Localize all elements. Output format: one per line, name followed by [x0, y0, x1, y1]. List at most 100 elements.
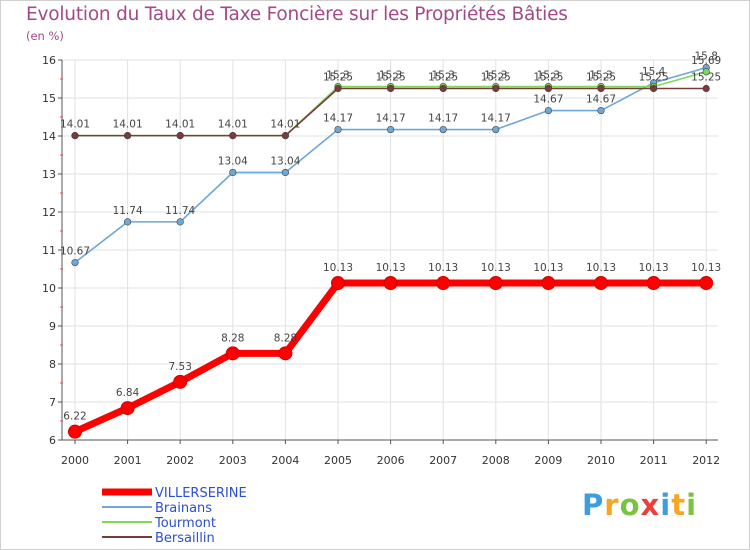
data-point [439, 125, 447, 134]
data-point [176, 132, 184, 140]
y-tick-label: 9 [49, 320, 56, 333]
data-point [334, 84, 342, 93]
data-label: 6.84 [116, 387, 140, 399]
y-tick-label: 16 [42, 54, 56, 67]
data-point [383, 276, 398, 291]
data-point [702, 68, 710, 76]
data-label: 15.25 [639, 72, 669, 84]
legend-label-villerserine: VILLERSERINE [155, 486, 247, 501]
data-label: 14.67 [586, 94, 616, 106]
data-label: 15.3 [379, 70, 402, 82]
data-point [387, 84, 395, 93]
data-label: 8.28 [221, 332, 244, 344]
x-tick-label: 2005 [324, 454, 352, 467]
y-tick-label: 14 [42, 130, 56, 143]
data-label: 14.17 [323, 113, 353, 125]
chart-title: Evolution du Taux de Taxe Foncière sur l… [26, 4, 568, 25]
data-label: 13.04 [218, 155, 248, 167]
x-tick-label: 2009 [534, 454, 562, 467]
data-label: 15.25 [376, 72, 406, 84]
x-tick-label: 2002 [166, 454, 194, 467]
y-tick-label: 10 [42, 282, 56, 295]
data-label: 10.13 [533, 262, 563, 274]
data-point [544, 84, 553, 93]
data-label: 10.13 [586, 262, 616, 274]
x-tick-label: 2003 [219, 454, 247, 467]
data-point [597, 84, 605, 93]
logo-letter: i [660, 488, 672, 522]
data-point [436, 276, 451, 291]
y-tick-label: 12 [42, 206, 56, 219]
data-label: 10.67 [60, 246, 90, 258]
data-label: 15.3 [589, 70, 612, 82]
data-point [492, 125, 500, 134]
y-tick-label: 15 [42, 92, 56, 105]
data-label: 14.01 [218, 119, 248, 131]
logo-letter: o [619, 488, 641, 522]
y-tick-label: 7 [49, 396, 56, 409]
data-label: 10.13 [639, 262, 669, 274]
logo-letter: r [604, 488, 620, 522]
data-labels: 6.22 6.84 7.53 8.28 8.28 10.13 10.13 10.13 10.13… [60, 51, 721, 423]
data-label: 14.01 [113, 119, 143, 131]
data-label: 10.13 [323, 262, 353, 274]
data-label: 10.13 [481, 262, 511, 274]
x-tick-label: 2006 [377, 454, 405, 467]
legend-label-bersaillin: Bersaillin [155, 531, 215, 546]
data-label: 14.17 [376, 113, 406, 125]
data-label: 15.25 [323, 72, 353, 84]
data-label: 15.3 [484, 70, 507, 82]
data-point [492, 84, 500, 93]
data-point [649, 84, 658, 93]
data-label: 14.17 [481, 113, 511, 125]
unit-label: (en %) [26, 29, 64, 43]
proxiti-logo: Proxiti [582, 488, 697, 522]
legend-label-tourmont: Tourmont [154, 516, 216, 531]
data-label: 15.69 [691, 55, 721, 67]
y-tick-label: 8 [49, 358, 56, 371]
data-point [594, 276, 608, 291]
y-tick-label: 6 [49, 434, 56, 447]
data-point [71, 132, 79, 140]
y-tick-label: 11 [42, 244, 56, 257]
data-point [488, 276, 503, 291]
data-point [387, 125, 395, 134]
series-layer [68, 63, 714, 439]
data-point [439, 84, 447, 93]
x-tick-label: 2004 [271, 454, 299, 467]
data-label: 13.04 [270, 155, 300, 167]
grid [62, 59, 718, 441]
data-point [541, 276, 556, 291]
data-point [176, 218, 184, 226]
data-label: 15.25 [533, 72, 563, 84]
data-point [71, 258, 79, 267]
data-label: 14.17 [428, 113, 458, 125]
data-label: 15.3 [432, 70, 455, 82]
data-point [173, 374, 188, 389]
data-label: 7.53 [169, 361, 192, 373]
data-point [281, 132, 290, 140]
x-tick-label: 2012 [692, 454, 720, 467]
data-label: 15.25 [691, 72, 721, 84]
data-point [229, 132, 237, 140]
axes: 6 7 8 9 10 11 12 13 14 15 16 2000 2001 2002 2003 2004 20… [42, 54, 720, 467]
data-point [331, 276, 345, 291]
x-tick-label: 2000 [61, 454, 89, 467]
data-point [544, 106, 553, 115]
data-label: 6.22 [63, 411, 86, 423]
data-point [278, 346, 293, 361]
legend-label-brainans: Brainans [155, 501, 212, 516]
data-point [699, 276, 714, 291]
data-label: 10.13 [428, 262, 458, 274]
data-label: 15.25 [481, 72, 511, 84]
x-tick-label: 2007 [429, 454, 457, 467]
data-label: 15.8 [695, 51, 718, 63]
data-label: 11.74 [165, 205, 195, 217]
x-tick-label: 2010 [587, 454, 615, 467]
data-label: 8.28 [274, 332, 297, 344]
data-point [120, 401, 135, 416]
data-point [123, 132, 132, 140]
logo-letter: x [640, 488, 661, 522]
data-point [123, 218, 132, 226]
